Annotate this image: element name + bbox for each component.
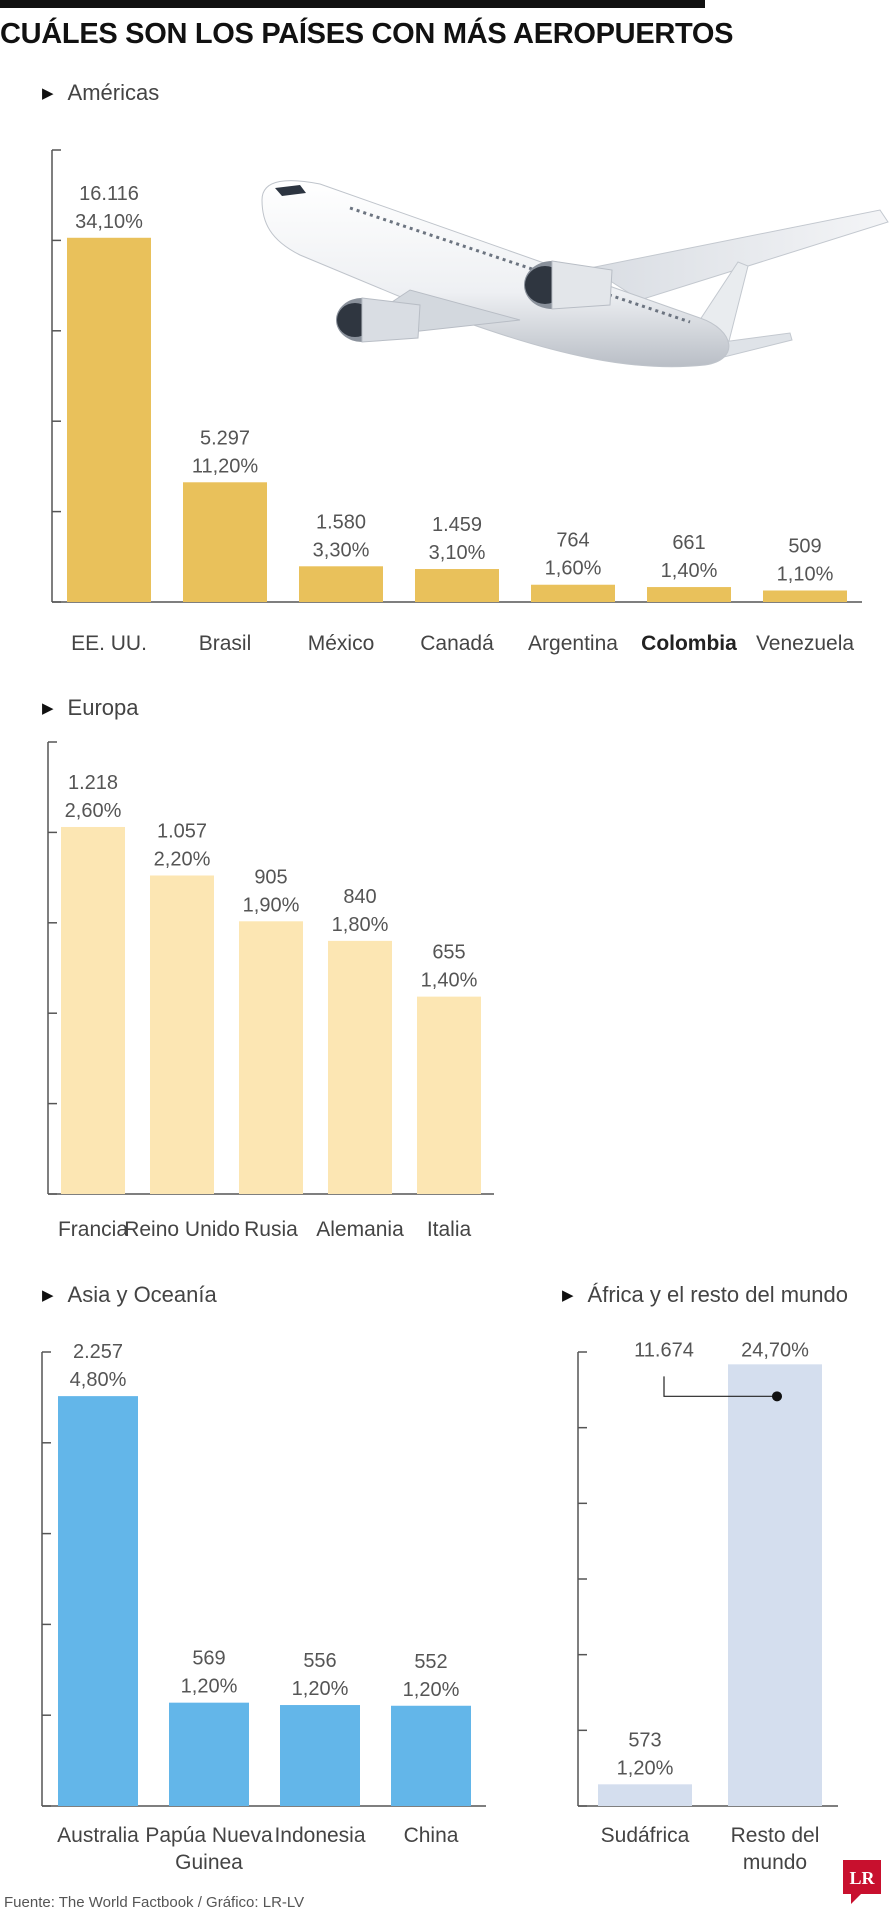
value-label: 1.057 — [157, 820, 207, 842]
category-label: Canadá — [420, 632, 494, 655]
percent-label: 4,80% — [70, 1369, 127, 1391]
category-label: Rusia — [244, 1218, 298, 1241]
value-label: 661 — [672, 532, 705, 554]
category-label: Sudáfrica — [601, 1824, 690, 1847]
value-label: 556 — [303, 1650, 336, 1672]
chart-europa: 1.218 2,60% Francia 1.057 2,20% Reino Unido 90… — [47, 741, 494, 1241]
value-label: 1.459 — [432, 514, 482, 536]
section-title-americas: ▶ Américas — [42, 80, 159, 106]
value-label: 509 — [788, 535, 821, 557]
category-label: Francia — [58, 1218, 128, 1241]
percent-label: 1,20% — [403, 1679, 460, 1701]
percent-label: 2,60% — [65, 800, 122, 822]
value-label: 764 — [556, 530, 589, 552]
category-label: Venezuela — [756, 632, 854, 655]
bar — [67, 237, 151, 603]
percent-label: 1,80% — [332, 914, 389, 936]
percent-label: 1,20% — [617, 1757, 674, 1779]
value-label: 1.580 — [316, 511, 366, 533]
category-label: Papúa Nueva — [145, 1824, 273, 1847]
bar — [328, 940, 392, 1194]
percent-label: 11,20% — [192, 455, 259, 477]
bar — [150, 875, 214, 1194]
percent-label: 1,20% — [292, 1678, 349, 1700]
percent-label: 1,40% — [421, 970, 478, 992]
bar — [531, 584, 615, 602]
bar — [169, 1702, 249, 1806]
value-label: 2.257 — [73, 1341, 123, 1363]
category-label: EE. UU. — [71, 632, 147, 655]
bar — [417, 996, 481, 1194]
section-title-africa: ▶ África y el resto del mundo — [562, 1282, 848, 1308]
triangle-bullet-icon: ▶ — [562, 1287, 574, 1304]
value-label: 569 — [192, 1648, 225, 1670]
triangle-bullet-icon: ▶ — [42, 700, 54, 717]
value-label: 573 — [628, 1729, 661, 1751]
callout-dot — [772, 1391, 782, 1402]
percent-label: 1,10% — [777, 563, 834, 585]
top-rule — [0, 0, 705, 8]
bar — [647, 587, 731, 602]
value-label: 905 — [254, 866, 287, 888]
bar — [415, 569, 499, 602]
chart-asia: 2.257 4,80% Australia 569 1,20% Papúa Nueva Gu… — [41, 1341, 486, 1874]
bar — [391, 1705, 471, 1806]
logo-text: LR — [849, 1868, 875, 1888]
lr-logo: LR — [843, 1860, 881, 1904]
percent-label: 1,40% — [661, 560, 718, 582]
bar — [239, 921, 303, 1194]
bar — [58, 1396, 138, 1806]
value-label: 11.674 — [634, 1339, 694, 1361]
category-label: Resto del — [731, 1824, 820, 1847]
category-label: China — [404, 1824, 459, 1847]
value-label: 655 — [432, 942, 465, 964]
bar — [728, 1364, 822, 1806]
section-title-asia: ▶ Asia y Oceanía — [42, 1282, 217, 1308]
percent-label: 1,60% — [545, 558, 602, 580]
bar — [183, 482, 267, 602]
section-title-text: África y el resto del mundo — [587, 1282, 849, 1307]
category-label: México — [308, 632, 375, 655]
category-label: Alemania — [316, 1218, 404, 1241]
percent-label: 2,20% — [154, 848, 211, 870]
category-label: Brasil — [199, 632, 252, 655]
category-label: Guinea — [175, 1851, 243, 1874]
section-title-text: Europa — [67, 695, 139, 720]
section-title-europa: ▶ Europa — [42, 695, 139, 721]
bar — [280, 1705, 360, 1806]
value-label: 840 — [343, 886, 376, 908]
category-label: mundo — [743, 1851, 807, 1874]
chart-americas: 16.116 34,10% EE. UU. 5.297 11,20% Brasil 1.58… — [51, 149, 862, 655]
category-label: Italia — [427, 1218, 472, 1241]
source-footer: Fuente: The World Factbook / Gráfico: LR… — [4, 1894, 305, 1911]
category-label: Argentina — [528, 632, 618, 655]
triangle-bullet-icon: ▶ — [42, 1287, 54, 1304]
category-label: Australia — [57, 1824, 139, 1847]
percent-label: 24,70% — [741, 1339, 809, 1361]
percent-label: 34,10% — [75, 211, 143, 233]
section-title-text: Américas — [67, 80, 160, 105]
callout-line — [663, 1376, 777, 1397]
percent-label: 3,30% — [313, 539, 370, 561]
bar — [598, 1784, 692, 1806]
value-label: 16.116 — [79, 183, 139, 205]
bar — [763, 590, 847, 602]
percent-label: 1,90% — [243, 894, 300, 916]
triangle-bullet-icon: ▶ — [42, 85, 54, 102]
value-label: 5.297 — [200, 427, 250, 449]
category-label: Colombia — [641, 632, 737, 655]
section-title-text: Asia y Oceanía — [67, 1282, 217, 1307]
percent-label: 3,10% — [429, 542, 486, 564]
value-label: 1.218 — [68, 772, 118, 794]
page-title: CUÁLES SON LOS PAÍSES CON MÁS AEROPUERTO… — [0, 18, 734, 50]
bar — [61, 826, 125, 1194]
value-label: 552 — [414, 1651, 447, 1673]
chart-africa: 573 1,20% Sudáfrica 24,70% 11.674 Resto del mu… — [577, 1339, 838, 1874]
airplane-illustration — [261, 180, 889, 368]
category-label: Indonesia — [274, 1824, 365, 1847]
category-label: Reino Unido — [124, 1218, 240, 1241]
percent-label: 1,20% — [181, 1676, 238, 1698]
bar — [299, 566, 383, 602]
